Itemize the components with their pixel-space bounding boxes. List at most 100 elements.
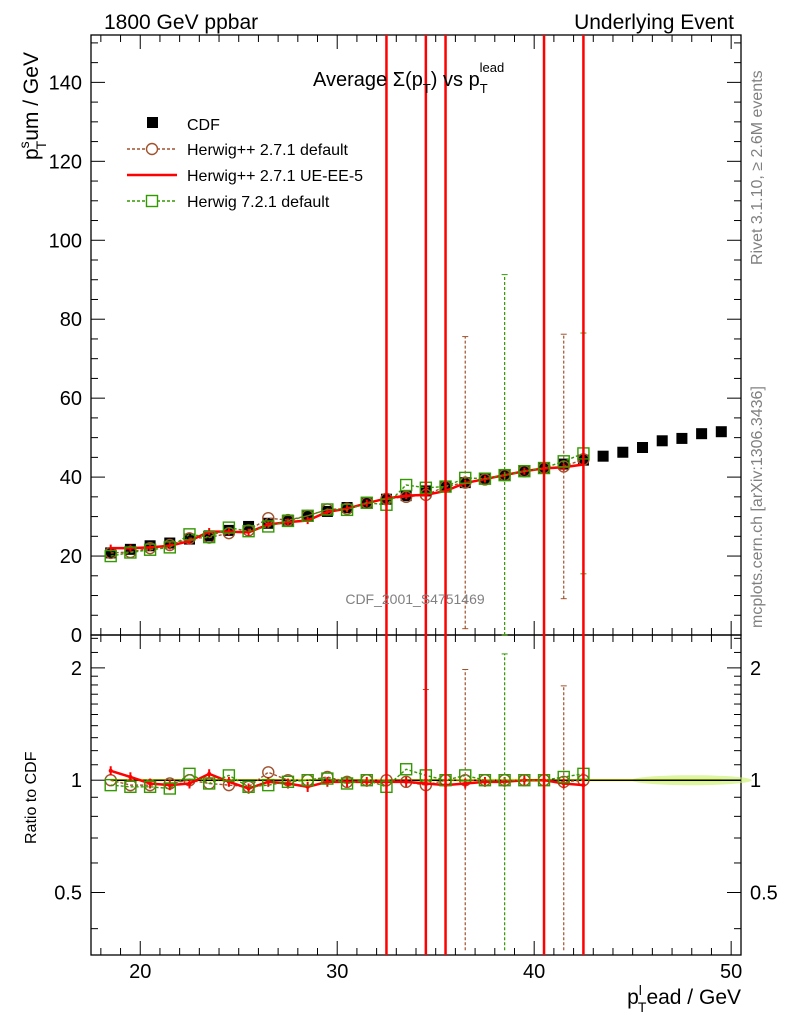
x-tick-label: 20 [129, 961, 151, 983]
hw7-point [340, 503, 354, 517]
ratio-hw7-point [124, 780, 137, 794]
legend-hw7-marker [145, 194, 159, 208]
hw7-point [459, 471, 472, 485]
ratio-hw7-point [104, 778, 117, 792]
ratio-hw7-point [518, 773, 531, 787]
title-sup2: lead [480, 60, 505, 75]
y-tick-label: 20 [60, 546, 82, 568]
cdf-data-point [617, 446, 629, 458]
main-y-axis-label: psTum / GeV [16, 52, 49, 160]
y-tick-label: 140 [49, 72, 82, 94]
mcplots-label: mcplots.cern.ch [arXiv:1306.3436] [749, 386, 766, 628]
ratio-hw7-point [399, 763, 413, 776]
ratio-ueee5-point [167, 783, 172, 788]
legend-cdf-marker [147, 117, 158, 128]
hw7-point [202, 530, 216, 544]
cdf-data-point [715, 426, 727, 438]
ratio-ueee5-point [325, 779, 330, 784]
legend-hw7-label: Herwig 7.2.1 default [187, 194, 330, 211]
ratio-ueee5-point [128, 774, 133, 779]
ylabel-main: p [20, 148, 43, 160]
x-tick-label: 50 [720, 961, 742, 983]
hw7-point [478, 472, 492, 485]
hw7-point [557, 455, 570, 468]
main-chart-title: Average Σ(pT) vs pTlead [313, 60, 504, 96]
ratio-hw7-point [281, 775, 295, 789]
hw7-point [321, 503, 334, 516]
ylabel-sup: s [16, 141, 32, 148]
ratio-hw7-point [340, 777, 354, 790]
ratio-hw7-point [557, 770, 570, 784]
xlabel-rest: ead / GeV [646, 986, 741, 1009]
legend-hw-ueee5-label: Herwig++ 2.7.1 UE-EE-5 [187, 168, 363, 185]
ratio-hw7-point [163, 782, 176, 795]
ratio-hw7-point [183, 767, 196, 781]
ratio-hw7-point [262, 778, 275, 792]
ratio-ueee5-point [482, 779, 487, 784]
rivet-label: Rivet 3.1.10, ≥ 2.6M events [749, 70, 766, 265]
ratio-y-axis-label: Ratio to CDF [23, 751, 40, 844]
hw7-point [498, 468, 511, 482]
ratio-ueee5-point [108, 768, 113, 773]
hw7-point [104, 549, 117, 563]
y-tick-label: 0 [71, 625, 82, 647]
hw7-point [124, 546, 137, 559]
ratio-y-tick-label-right: 0.5 [750, 883, 778, 905]
ratio-hw-default-point [262, 766, 275, 779]
data-layer [104, 35, 752, 955]
title-sub2: T [480, 81, 488, 96]
ylabel-rest: um / GeV [20, 52, 43, 141]
ratio-y-tick-label-right: 2 [750, 658, 761, 680]
cdf-data-point [637, 442, 649, 453]
ratio-ueee5-point [266, 779, 271, 784]
ylabel-sub: T [33, 140, 49, 149]
ratio-ueee5-point [207, 771, 212, 776]
ratio-panel-frame [90, 634, 742, 956]
ratio-hw7-point [301, 773, 314, 787]
cdf-data-point [597, 450, 609, 462]
cdf-data-point [656, 435, 668, 447]
ratio-y-tick-label: 0.5 [54, 883, 82, 905]
title-mid: ) vs p [431, 69, 480, 91]
hw7-point [399, 478, 413, 492]
ratio-ueee5-point [246, 786, 251, 791]
x-axis-label: pl Tead / GeV [627, 982, 741, 1015]
hw7-point [360, 496, 373, 509]
y-tick-label: 100 [49, 230, 82, 252]
title-sub: T [423, 81, 431, 96]
xlabel-sup: l [639, 982, 642, 998]
y-tick-label: 60 [60, 388, 82, 410]
legend-hw-default-marker [145, 142, 159, 156]
hw7-point [163, 541, 176, 554]
series-line [110, 452, 584, 557]
ratio-y-tick-label-right: 1 [750, 770, 761, 792]
ratio-hw7-point [360, 773, 373, 787]
header-left: 1800 GeV ppbar [104, 11, 258, 34]
ratio-ueee5-point [404, 779, 409, 784]
ratio-hw7-point [242, 780, 255, 794]
cdf-data-point [676, 432, 688, 444]
hw7-point [242, 524, 255, 538]
xlabel-sub: T [638, 999, 647, 1015]
hw7-point [518, 464, 531, 478]
legend-hw-default-label: Herwig++ 2.7.1 default [187, 142, 349, 159]
ratio-ueee5-point [187, 781, 192, 786]
legend: CDF Herwig++ 2.7.1 default Herwig++ 2.7.… [127, 117, 363, 211]
hw7-point [183, 528, 196, 541]
ratio-hw7-point [478, 773, 492, 787]
ratio-ueee5-point [148, 781, 153, 786]
axes-layer: 20 30 40 50 0 20 40 60 80 100 120 140 0.5 0.5 1 1 2 2 [49, 35, 778, 983]
ratio-y-tick-label: 1 [71, 770, 82, 792]
ratio-hw7-point [459, 769, 472, 782]
y-tick-label: 120 [49, 151, 82, 173]
cdf-data-point [203, 530, 215, 542]
ratio-y-tick-label: 2 [71, 658, 82, 680]
hw7-point [301, 509, 314, 522]
title-main: Average Σ(p [313, 69, 423, 91]
x-tick-label: 40 [523, 961, 545, 983]
hw7-point [281, 514, 295, 528]
ratio-hw7-point [498, 773, 511, 787]
y-tick-label: 40 [60, 467, 82, 489]
y-tick-label: 80 [60, 309, 82, 331]
